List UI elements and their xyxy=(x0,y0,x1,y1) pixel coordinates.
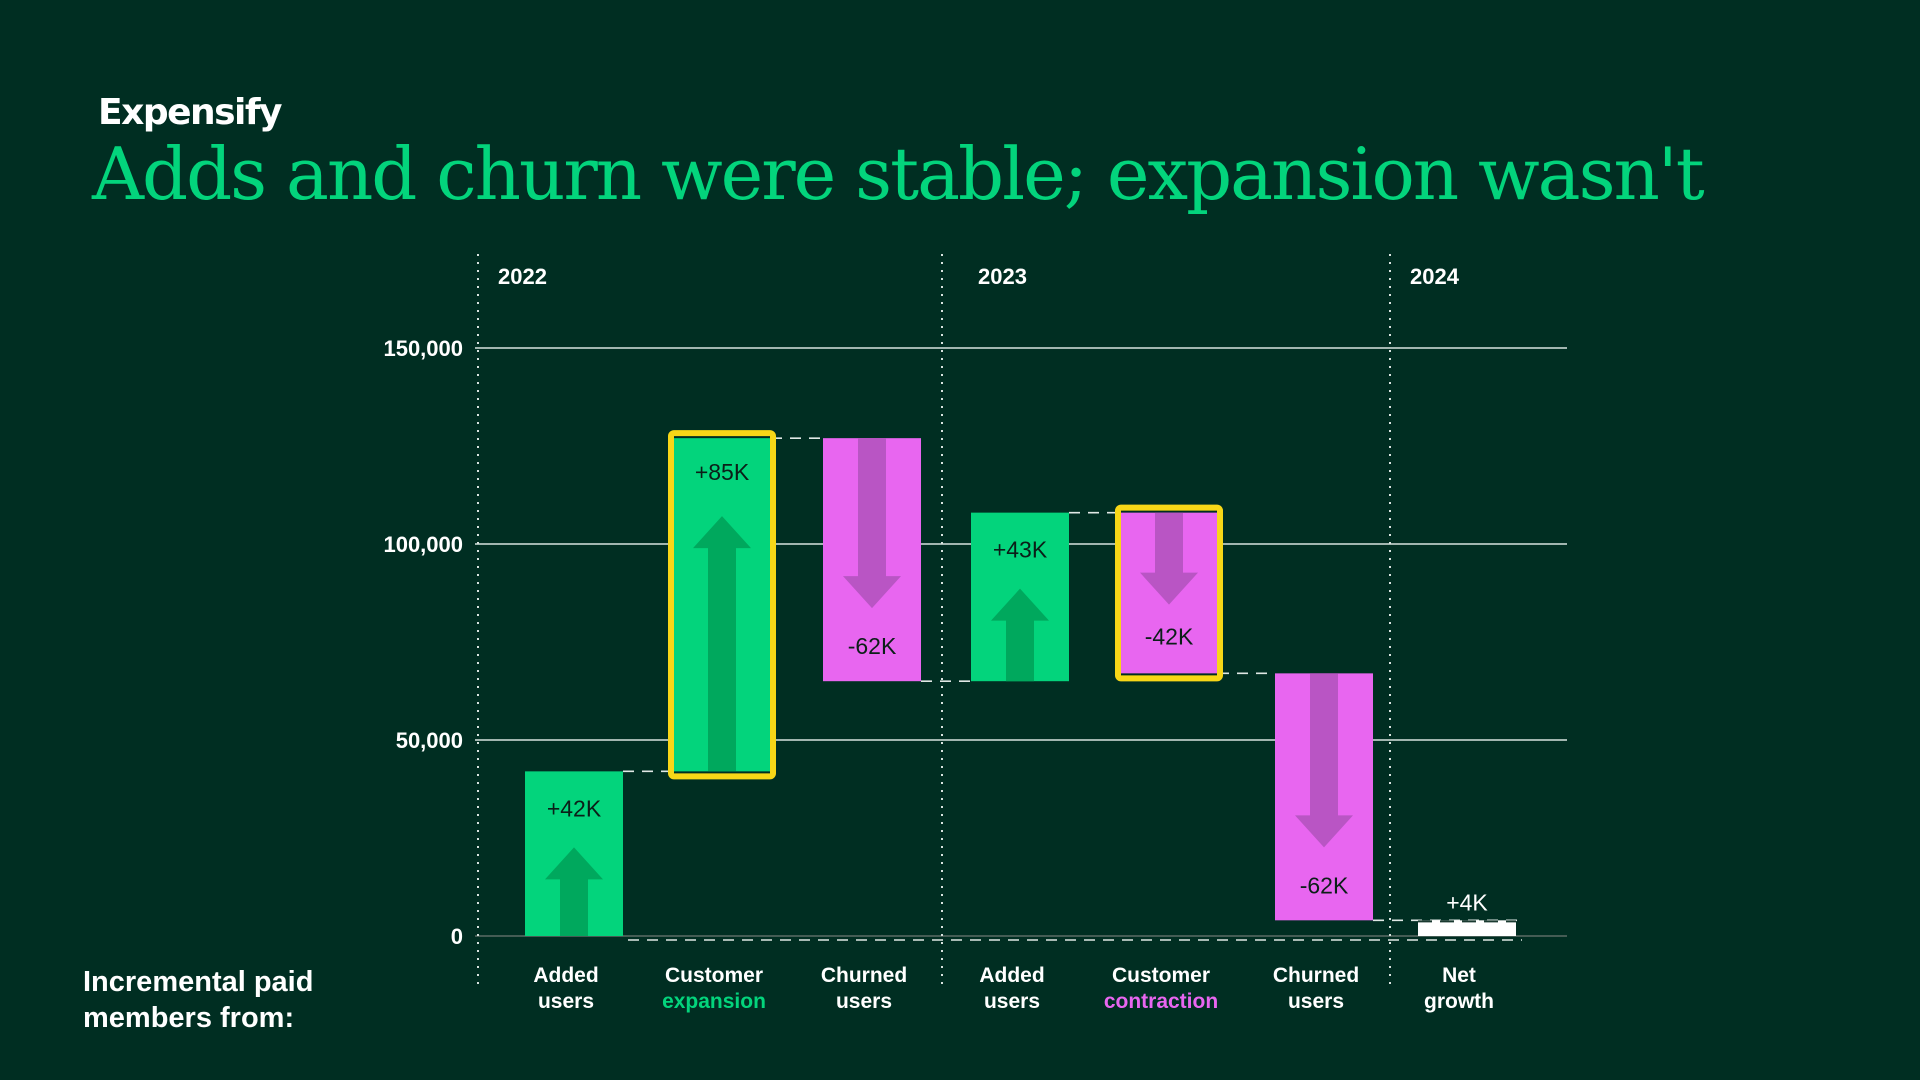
up-arrow-icon xyxy=(991,588,1049,682)
data-label: +43K xyxy=(993,537,1048,563)
category-label-line2: users xyxy=(984,990,1040,1013)
category-label-line1: Churned xyxy=(1273,964,1359,987)
category-label-line1: Net xyxy=(1442,964,1476,987)
period-label-2023: 2023 xyxy=(978,264,1027,289)
data-label: -62K xyxy=(848,633,897,659)
category-label-line2: users xyxy=(1288,990,1344,1013)
brand-logo: Expensify xyxy=(98,92,283,133)
down-arrow-icon xyxy=(1140,512,1198,605)
down-arrow-icon xyxy=(843,438,901,609)
data-label: -62K xyxy=(1300,872,1349,898)
y-tick-label: 0 xyxy=(451,924,463,949)
period-label-2024: 2024 xyxy=(1410,264,1460,289)
category-label-line2: growth xyxy=(1424,990,1494,1013)
category-label-line2: contraction xyxy=(1104,990,1218,1013)
highlight-frame xyxy=(1115,504,1223,682)
y-tick-label: 100,000 xyxy=(383,532,463,557)
category-label-line2: users xyxy=(836,990,892,1013)
data-label: +85K xyxy=(695,459,750,485)
axis-caption: Incremental paid members from: xyxy=(83,966,314,1034)
category-label-line1: Churned xyxy=(821,964,907,987)
data-label: +42K xyxy=(547,795,602,821)
category-label-line2: users xyxy=(538,990,594,1013)
page-title: Adds and churn were stable; expansion wa… xyxy=(92,132,1705,216)
y-tick-label: 150,000 xyxy=(383,336,463,361)
category-label-line1: Customer xyxy=(1112,964,1210,987)
y-tick-label: 50,000 xyxy=(396,728,463,753)
category-label-line2: expansion xyxy=(662,990,766,1013)
category-label-line1: Added xyxy=(533,964,598,987)
down-arrow-icon xyxy=(1295,673,1353,848)
data-label: -42K xyxy=(1145,623,1194,649)
data-label: +4K xyxy=(1446,889,1488,915)
highlight-frame xyxy=(668,430,776,780)
up-arrow-icon xyxy=(693,516,751,772)
category-label-line1: Added xyxy=(979,964,1044,987)
period-label-2022: 2022 xyxy=(498,264,547,289)
category-label-line1: Customer xyxy=(665,964,763,987)
bar-7 xyxy=(1418,920,1516,936)
up-arrow-icon xyxy=(545,847,603,936)
